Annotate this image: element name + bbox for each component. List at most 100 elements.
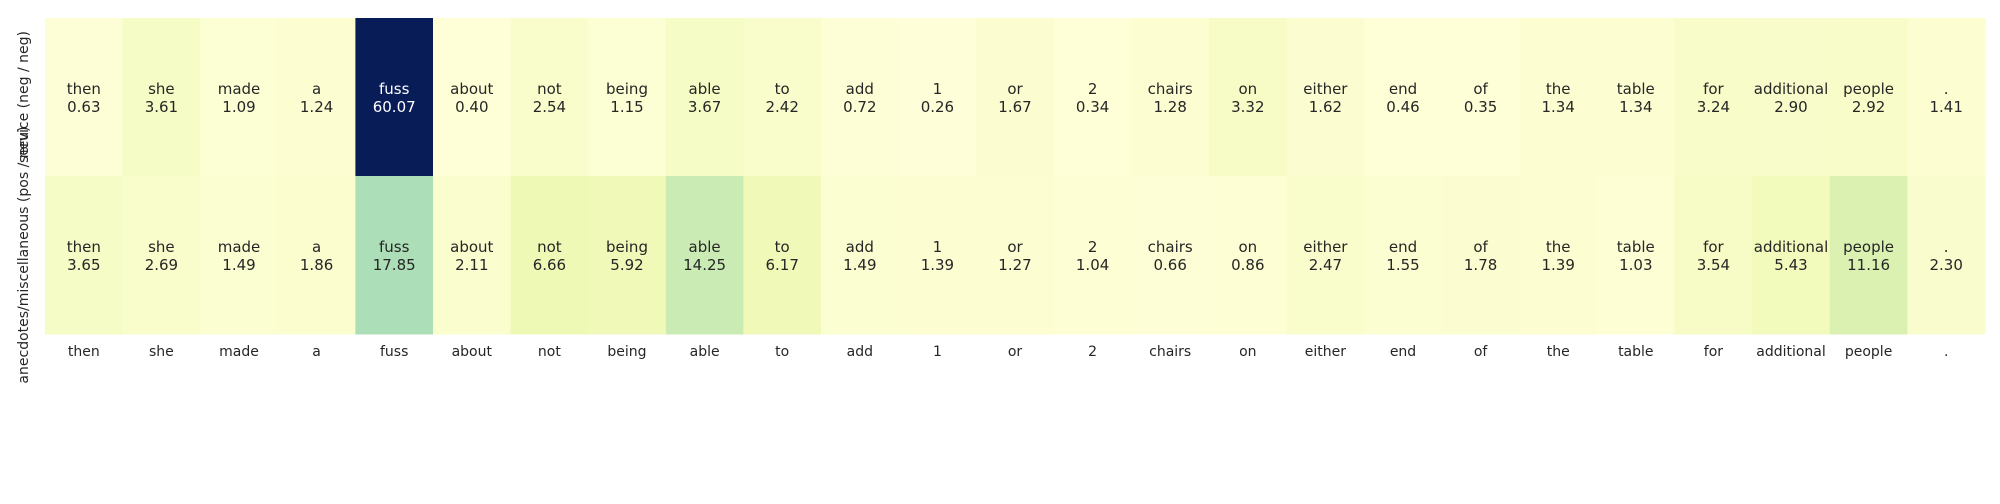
- heatmap-cell-rect: [821, 176, 900, 335]
- cell-token-label: being: [606, 80, 648, 98]
- cell-value-label: 3.67: [688, 98, 721, 116]
- cell-value-label: 1.34: [1541, 98, 1574, 116]
- cell-token-label: for: [1703, 80, 1724, 98]
- cell-value-label: 0.86: [1231, 256, 1264, 274]
- heatmap-cell: .1.41: [1907, 18, 1986, 177]
- cell-value-label: 1.49: [843, 256, 876, 274]
- cell-value-label: 1.04: [1076, 256, 1109, 274]
- cell-token-label: table: [1617, 238, 1655, 256]
- x-tick-label: about: [452, 344, 493, 360]
- x-tick-label: being: [607, 344, 646, 360]
- cell-token-label: of: [1473, 80, 1488, 98]
- cell-token-label: to: [775, 80, 790, 98]
- cell-token-label: people: [1843, 80, 1894, 98]
- heatmap-cell-rect: [976, 18, 1055, 177]
- heatmap-cell: of0.35: [1441, 18, 1520, 177]
- heatmap-cell-rect: [1597, 176, 1676, 335]
- x-tick-label: able: [690, 344, 720, 360]
- heatmap-cell-rect: [898, 18, 977, 177]
- cell-token-label: on: [1238, 80, 1257, 98]
- cell-value-label: 0.72: [843, 98, 876, 116]
- heatmap-cell: of1.78: [1441, 176, 1520, 335]
- cell-value-label: 0.40: [455, 98, 488, 116]
- heatmap-cell-rect: [510, 176, 589, 335]
- heatmap-cell: on0.86: [1209, 176, 1288, 335]
- cell-token-label: or: [1007, 80, 1023, 98]
- cell-token-label: 2: [1088, 238, 1098, 256]
- heatmap-cell-rect: [355, 18, 434, 177]
- heatmap-cell-rect: [743, 18, 822, 177]
- cell-value-label: 1.78: [1464, 256, 1497, 274]
- cell-value-label: 1.41: [1929, 98, 1962, 116]
- heatmap-cell-rect: [665, 18, 744, 177]
- cell-token-label: not: [537, 238, 562, 256]
- heatmap-cell-rect: [1209, 18, 1288, 177]
- heatmap-cell-rect: [821, 18, 900, 177]
- cell-token-label: then: [67, 238, 101, 256]
- heatmap-cell-rect: [1131, 176, 1210, 335]
- x-tick-label: people: [1845, 344, 1892, 360]
- cell-value-label: 2.69: [145, 256, 178, 274]
- heatmap-cell-rect: [665, 176, 744, 335]
- x-tick-label: to: [775, 344, 789, 360]
- cell-token-label: being: [606, 238, 648, 256]
- cell-token-label: fuss: [379, 238, 410, 256]
- x-tick-label: not: [538, 344, 561, 360]
- cell-token-label: add: [846, 238, 874, 256]
- heatmap-cell-rect: [1907, 176, 1986, 335]
- heatmap-cell: a1.24: [277, 18, 356, 177]
- heatmap-cell-rect: [1519, 176, 1598, 335]
- heatmap-cell-rect: [355, 176, 434, 335]
- heatmap-cell-rect: [200, 18, 279, 177]
- heatmap-cell: 21.04: [1053, 176, 1132, 335]
- cell-token-label: able: [689, 80, 721, 98]
- cell-value-label: 1.39: [1541, 256, 1574, 274]
- cell-token-label: fuss: [379, 80, 410, 98]
- cell-token-label: about: [450, 80, 493, 98]
- heatmap-cell-rect: [45, 176, 124, 335]
- heatmap-cell-rect: [1441, 18, 1520, 177]
- cell-token-label: not: [537, 80, 562, 98]
- cell-token-label: table: [1617, 80, 1655, 98]
- heatmap-cell-rect: [200, 176, 279, 335]
- x-tick-label: a: [312, 344, 321, 360]
- cell-token-label: additional: [1754, 80, 1829, 98]
- y-tick-label: anecdotes/miscellaneous (pos / neu): [16, 126, 32, 383]
- cell-value-label: 0.66: [1153, 256, 1186, 274]
- cell-token-label: on: [1238, 238, 1257, 256]
- cell-value-label: 3.24: [1697, 98, 1730, 116]
- cell-value-label: 1.39: [921, 256, 954, 274]
- cell-value-label: 2.47: [1309, 256, 1342, 274]
- cell-value-label: 1.55: [1386, 256, 1419, 274]
- cell-token-label: able: [689, 238, 721, 256]
- cell-value-label: 2.30: [1929, 256, 1962, 274]
- heatmap-cell-rect: [1829, 176, 1908, 335]
- heatmap-cell-rect: [1907, 18, 1986, 177]
- x-tick-label: then: [68, 344, 100, 360]
- cell-value-label: 1.27: [998, 256, 1031, 274]
- cell-token-label: or: [1007, 238, 1023, 256]
- cell-token-label: then: [67, 80, 101, 98]
- cell-value-label: 1.15: [610, 98, 643, 116]
- heatmap-cell-rect: [1364, 18, 1443, 177]
- cell-value-label: 60.07: [373, 98, 416, 116]
- x-tick-label: or: [1008, 344, 1023, 360]
- cell-token-label: for: [1703, 238, 1724, 256]
